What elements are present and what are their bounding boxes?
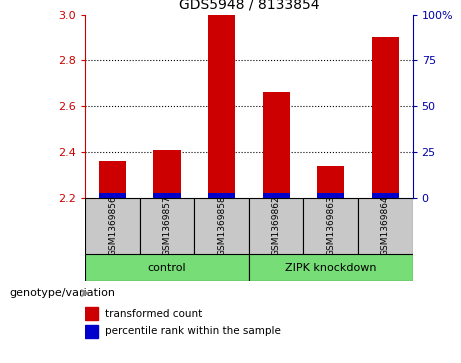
Bar: [372, 37, 399, 198]
FancyBboxPatch shape: [85, 198, 140, 254]
Bar: [263, 193, 290, 198]
Bar: [154, 193, 181, 198]
FancyBboxPatch shape: [195, 198, 249, 254]
Bar: [317, 166, 344, 198]
Text: GSM1369856: GSM1369856: [108, 196, 117, 256]
Text: percentile rank within the sample: percentile rank within the sample: [105, 326, 281, 337]
Title: GDS5948 / 8133854: GDS5948 / 8133854: [179, 0, 319, 12]
Bar: [85, 307, 98, 320]
Text: genotype/variation: genotype/variation: [9, 288, 115, 298]
Bar: [99, 161, 126, 198]
Bar: [99, 193, 126, 198]
FancyBboxPatch shape: [85, 254, 249, 281]
Bar: [208, 193, 235, 198]
FancyBboxPatch shape: [303, 198, 358, 254]
Bar: [263, 93, 290, 198]
Bar: [372, 193, 399, 198]
Bar: [154, 150, 181, 198]
FancyBboxPatch shape: [358, 198, 413, 254]
Bar: [208, 15, 235, 198]
FancyBboxPatch shape: [249, 254, 413, 281]
Bar: [317, 193, 344, 198]
Text: GSM1369862: GSM1369862: [272, 196, 281, 256]
FancyBboxPatch shape: [140, 198, 195, 254]
FancyBboxPatch shape: [249, 198, 303, 254]
Text: GSM1369864: GSM1369864: [381, 196, 390, 256]
Text: ZIPK knockdown: ZIPK knockdown: [285, 263, 377, 273]
Text: GSM1369858: GSM1369858: [217, 196, 226, 256]
Bar: [85, 325, 98, 338]
Text: GSM1369863: GSM1369863: [326, 196, 335, 256]
Text: control: control: [148, 263, 186, 273]
Text: GSM1369857: GSM1369857: [163, 196, 171, 256]
Text: transformed count: transformed count: [105, 309, 202, 319]
